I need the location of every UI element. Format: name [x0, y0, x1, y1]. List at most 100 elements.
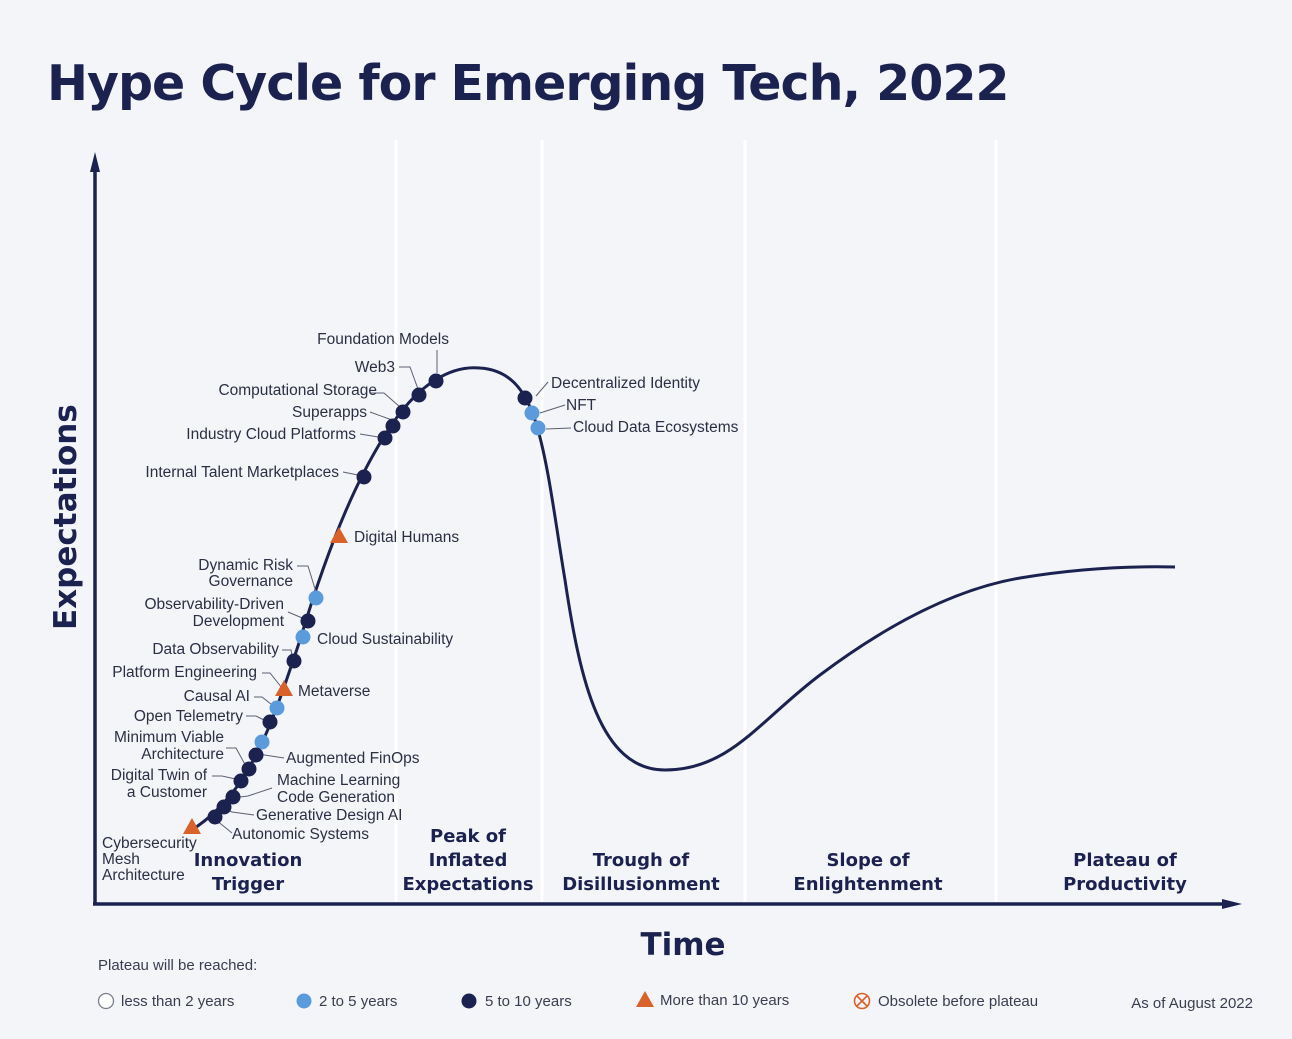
tech-label: Augmented FinOps [286, 750, 420, 767]
phase-label-slope: Slope of [826, 850, 909, 871]
tech-label: Autonomic Systems [232, 826, 369, 843]
legend-label: 2 to 5 years [319, 993, 397, 1010]
light-blue-circle-icon [296, 993, 312, 1009]
tech-label: Web3 [355, 359, 395, 376]
tech-label: Digital Twin of [111, 767, 208, 784]
marker-minimum-viable-architecture [254, 734, 270, 750]
tech-label: Dynamic Risk [198, 557, 293, 574]
marker-autonomic-systems [216, 799, 232, 815]
tech-label: Industry Cloud Platforms [186, 426, 356, 443]
marker-cloud-data-ecosystems [530, 420, 546, 436]
tech-label: Architecture [102, 867, 185, 884]
marker-dynamic-risk-governance [308, 590, 324, 606]
tech-label: Internal Talent Marketplaces [145, 464, 339, 481]
phase-dividers [394, 140, 998, 902]
leader-line [535, 381, 549, 397]
leader-line [262, 672, 283, 689]
legend-label: less than 2 years [121, 993, 234, 1010]
phase-label-peak: Inflated [429, 850, 508, 871]
x-axis-arrow-icon [1222, 899, 1242, 909]
tech-labels: Foundation Models Web3 Computational Sto… [102, 331, 739, 884]
leader-line [369, 411, 393, 421]
phase-label-trough: Disillusionment [562, 874, 720, 895]
legend-label: 5 to 10 years [485, 993, 572, 1010]
marker-open-telemetry [262, 714, 278, 730]
legend: Plateau will be reached: less than 2 yea… [97, 957, 1253, 1012]
orange-triangle-icon [636, 991, 654, 1007]
tech-label: Development [193, 613, 285, 630]
tech-label: Observability-Driven [144, 596, 284, 613]
phase-label-trough: Trough of [593, 850, 690, 871]
leader-line [545, 427, 572, 430]
tech-label: Governance [209, 573, 293, 590]
legend-label: Obsolete before plateau [878, 993, 1038, 1010]
marker-superapps [385, 418, 401, 434]
phase-label-innovation: Trigger [212, 874, 284, 895]
tech-label: Digital Humans [354, 529, 459, 546]
tech-label: Platform Engineering [112, 664, 257, 681]
tech-label: Data Observability [152, 641, 279, 658]
markers [183, 373, 546, 834]
tech-label: Code Generation [277, 789, 395, 806]
marker-foundation-models [428, 373, 444, 389]
page-title: Hype Cycle for Emerging Tech, 2022 [47, 55, 1009, 112]
crossed-circle-icon [853, 992, 871, 1010]
marker-digital-twin-of-a-customer [241, 761, 257, 777]
marker-computational-storage [395, 404, 411, 420]
marker-web3 [411, 387, 427, 403]
marker-nft [524, 405, 540, 421]
marker-cybersecurity-mesh-architecture [183, 818, 201, 834]
leader-line [226, 747, 249, 771]
leader-line [370, 392, 401, 408]
tech-label: Mesh [102, 851, 140, 868]
legend-heading: Plateau will be reached: [98, 957, 257, 974]
leader-line [297, 565, 317, 593]
marker-decentralized-identity [517, 390, 533, 406]
phase-label-peak: Expectations [402, 874, 533, 895]
legend-label: More than 10 years [660, 992, 789, 1009]
marker-augmented-finops [248, 747, 264, 763]
marker-industry-cloud-platforms [377, 430, 393, 446]
axes [90, 152, 1242, 909]
marker-internal-talent-marketplaces [356, 469, 372, 485]
as-of-date: As of August 2022 [1131, 995, 1253, 1012]
marker-machine-learning-code-generation [233, 773, 249, 789]
y-axis-arrow-icon [90, 152, 100, 172]
tech-label: Foundation Models [317, 331, 449, 348]
marker-cloud-sustainability [295, 629, 311, 645]
tech-label: Computational Storage [218, 382, 377, 399]
tech-label: Cloud Data Ecosystems [573, 419, 739, 436]
navy-circle-icon [461, 993, 477, 1009]
tech-label: Causal AI [184, 688, 250, 705]
tech-label: Decentralized Identity [551, 375, 700, 392]
tech-label: NFT [566, 397, 597, 414]
tech-label: Architecture [141, 746, 224, 763]
tech-label: Generative Design AI [256, 807, 402, 824]
tech-label: Open Telemetry [134, 708, 243, 725]
hollow-circle-icon [97, 992, 115, 1010]
phase-label-peak: Peak of [430, 826, 506, 847]
phase-labels: Innovation Trigger Peak of Inflated Expe… [194, 826, 1187, 895]
tech-label: Metaverse [298, 683, 370, 700]
tech-label: Superapps [292, 404, 367, 421]
tech-label: Cloud Sustainability [317, 631, 453, 648]
marker-digital-humans [330, 527, 348, 543]
leader-line [399, 366, 419, 390]
leader-line [539, 404, 566, 414]
tech-label: Machine Learning [277, 772, 400, 789]
phase-label-plateau: Plateau of [1073, 850, 1177, 871]
tech-label: a Customer [127, 784, 207, 801]
phase-label-plateau: Productivity [1063, 874, 1187, 895]
marker-causal-ai [269, 700, 285, 716]
marker-observability-driven-development [300, 613, 316, 629]
phase-label-slope: Enlightenment [793, 874, 943, 895]
x-axis-title: Time [640, 927, 725, 963]
tech-label: Cybersecurity [102, 835, 197, 852]
phase-label-innovation: Innovation [194, 850, 303, 871]
tech-label: Minimum Viable [114, 729, 224, 746]
marker-cybersecurity-mesh-nav [207, 809, 223, 825]
marker-platform-engineering [275, 680, 293, 696]
marker-data-observability [286, 653, 302, 669]
